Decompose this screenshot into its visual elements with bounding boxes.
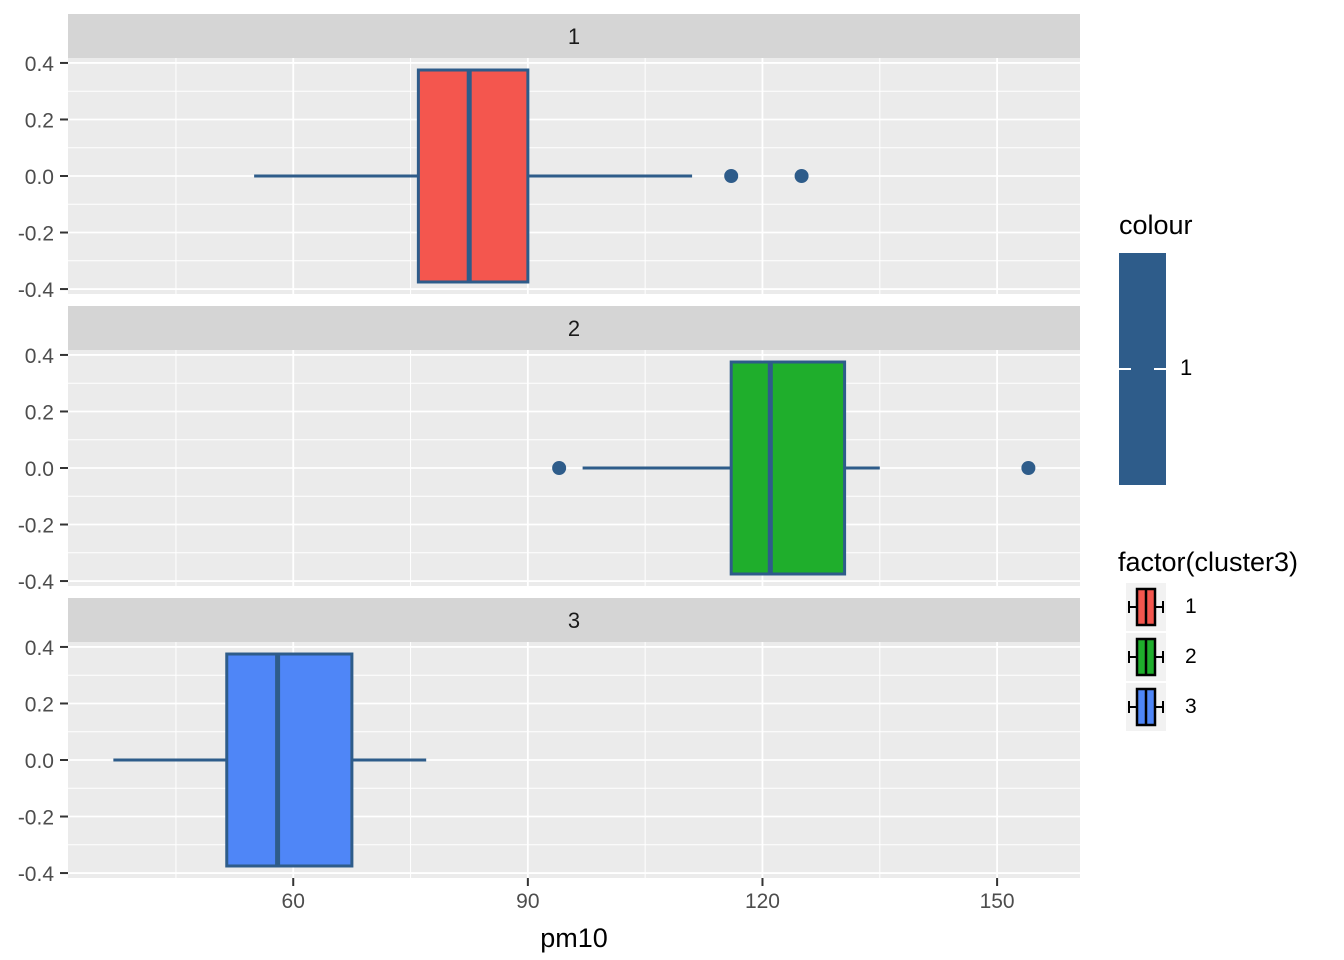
facet-strip-label: 2 xyxy=(568,316,580,341)
y-axis-tick-label: 0.0 xyxy=(25,458,54,481)
y-axis-tick-label: 0.2 xyxy=(25,109,54,132)
x-axis-tick-label: 120 xyxy=(745,890,780,913)
y-axis-tick-label: 0.2 xyxy=(25,401,54,424)
legend-item-cluster-1: 1 xyxy=(1126,583,1326,631)
y-axis-tick-label: 0.4 xyxy=(25,53,55,76)
box-cluster-2 xyxy=(729,360,847,576)
colorbar-tick-left xyxy=(1119,368,1131,370)
box-cluster-3 xyxy=(225,652,354,868)
outlier-point xyxy=(724,169,739,183)
facet-strip xyxy=(68,14,1080,58)
boxplot-key-glyph xyxy=(1128,637,1164,677)
legend-item-label: 3 xyxy=(1185,695,1197,718)
cluster-legend-title: factor(cluster3) xyxy=(1118,547,1299,577)
colorbar-tick-label: 1 xyxy=(1180,355,1193,380)
colorbar xyxy=(1119,253,1166,485)
boxplot-key-glyph xyxy=(1128,587,1164,627)
facet-strip-label: 1 xyxy=(568,24,580,49)
y-axis-tick-label: -0.4 xyxy=(18,571,55,594)
facet-strip xyxy=(68,598,1080,642)
y-axis-tick-label: -0.4 xyxy=(18,279,55,302)
colorbar-tick-right xyxy=(1154,368,1166,370)
outlier-point xyxy=(1021,461,1036,475)
x-axis-title: pm10 xyxy=(540,923,608,953)
box-cluster-1 xyxy=(416,68,530,284)
boxplot-key-glyph xyxy=(1128,687,1164,727)
x-axis-tick-label: 90 xyxy=(516,890,539,913)
y-axis-tick-label: -0.2 xyxy=(18,807,54,830)
y-axis-tick-label: 0.0 xyxy=(25,750,54,773)
colorbar-legend-title: colour xyxy=(1119,210,1193,240)
outlier-point xyxy=(552,461,567,475)
facet-3: 3 0.4 0.2 0.0 -0.2 -0.4 xyxy=(18,598,1080,886)
facet-2: 2 0.4 0.2 0.0 -0.2 -0.4 xyxy=(18,306,1080,594)
x-axis-tick-label: 150 xyxy=(980,890,1015,913)
legend-item-cluster-3: 3 xyxy=(1126,683,1326,731)
legend-item-label: 2 xyxy=(1185,645,1197,668)
y-axis-tick-label: -0.2 xyxy=(18,223,54,246)
legend-key-background xyxy=(1126,583,1166,631)
y-axis-tick-label: -0.2 xyxy=(18,515,54,538)
y-axis-tick-label: 0.0 xyxy=(25,166,54,189)
legend-key-background xyxy=(1126,683,1166,731)
y-axis-tick-label: -0.4 xyxy=(18,863,55,886)
legend-panel: colour 1 factor(cluster3) 1 xyxy=(1100,0,1344,960)
facet-1: 1 0.4 0.2 0.0 -0.2 -0.4 xyxy=(18,14,1080,302)
facet-strip-label: 3 xyxy=(568,608,580,633)
y-axis-tick-label: 0.4 xyxy=(25,637,55,660)
facet-strip xyxy=(68,306,1080,350)
legend-key-background xyxy=(1126,633,1166,681)
x-axis-tick-label: 60 xyxy=(282,890,305,913)
legend-item-cluster-2: 2 xyxy=(1126,633,1326,681)
y-axis-tick-label: 0.2 xyxy=(25,693,54,716)
legend-item-label: 1 xyxy=(1185,595,1197,618)
outlier-point xyxy=(794,169,809,183)
y-axis-tick-label: 0.4 xyxy=(25,345,55,368)
